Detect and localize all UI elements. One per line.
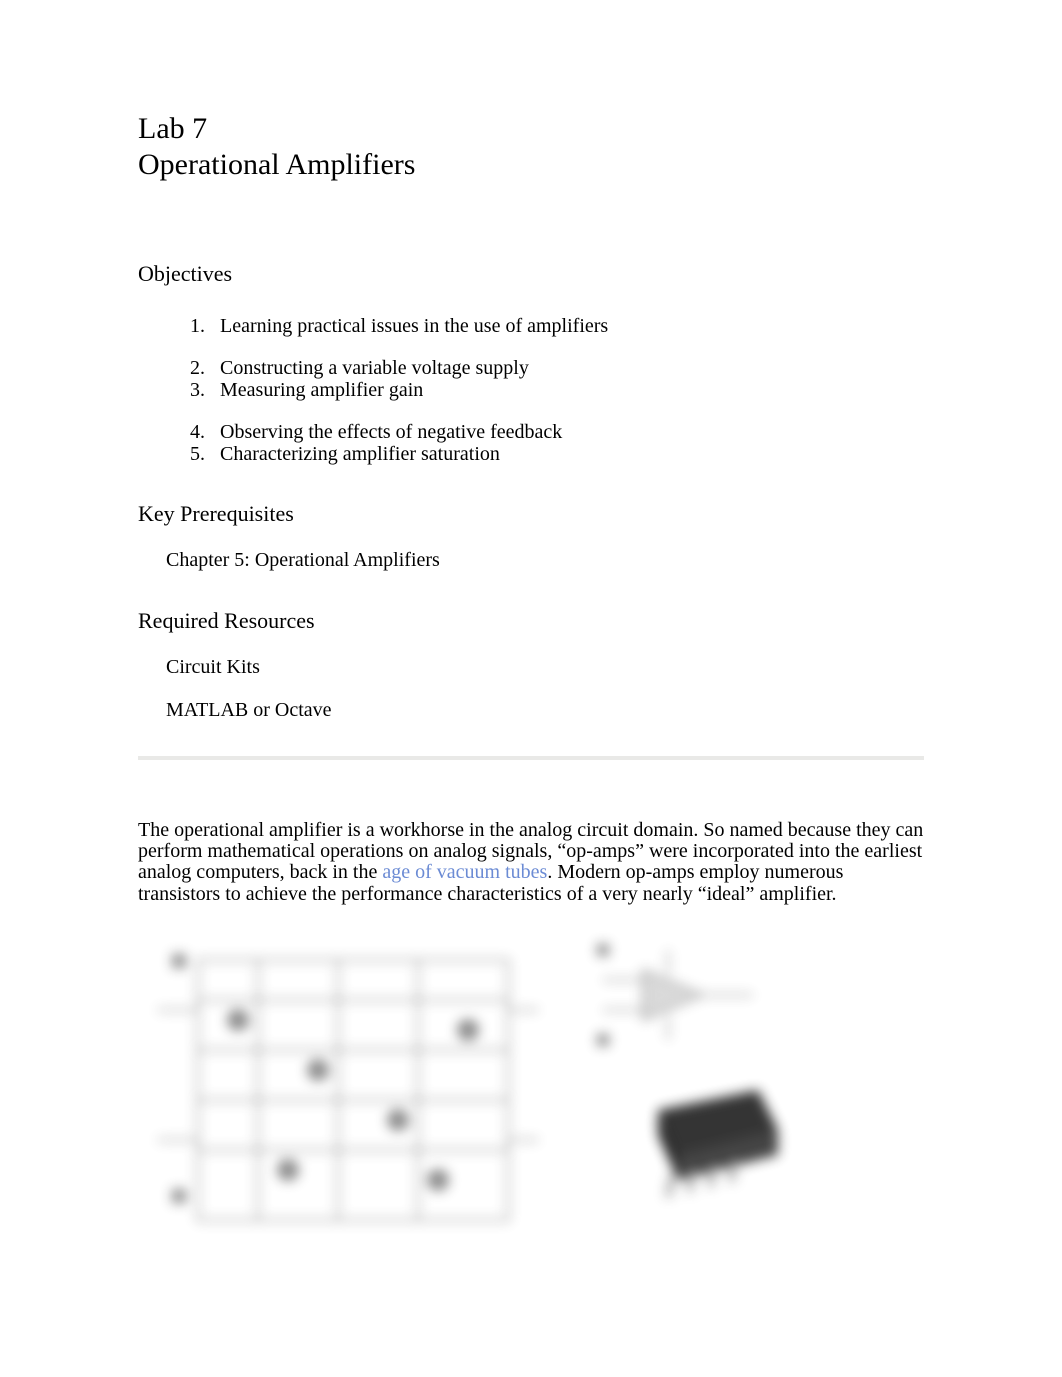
chip-figures-column <box>593 940 823 1210</box>
objectives-heading: Objectives <box>138 261 924 287</box>
opamp-chip-3d-figure <box>628 1080 788 1210</box>
resource-item: Circuit Kits <box>166 656 924 679</box>
figure-row <box>138 940 924 1240</box>
list-item: Learning practical issues in the use of … <box>210 315 924 337</box>
opamp-pinout-figure <box>593 940 763 1050</box>
prerequisites-content: Chapter 5: Operational Amplifiers <box>138 549 924 572</box>
vacuum-tubes-link[interactable]: age of vacuum tubes <box>382 861 547 883</box>
list-item: Constructing a variable voltage supply <box>210 357 924 379</box>
list-item: Characterizing amplifier saturation <box>210 443 924 465</box>
lab-number: Lab 7 <box>138 110 924 148</box>
lab-title: Operational Amplifiers <box>138 148 924 181</box>
prerequisite-item: Chapter 5: Operational Amplifiers <box>166 549 924 572</box>
prerequisites-heading: Key Prerequisites <box>138 501 924 527</box>
list-item: Observing the effects of negative feedba… <box>210 421 924 443</box>
section-divider <box>138 756 924 760</box>
resources-heading: Required Resources <box>138 608 924 634</box>
resource-item: MATLAB or Octave <box>166 699 924 722</box>
document-page: Lab 7 Operational Amplifiers Objectives … <box>0 0 1062 1240</box>
objectives-list: Learning practical issues in the use of … <box>138 315 924 465</box>
opamp-schematic-figure <box>138 940 543 1240</box>
intro-paragraph: The operational amplifier is a workhorse… <box>138 820 924 906</box>
list-item: Measuring amplifier gain <box>210 379 924 401</box>
resources-content: Circuit Kits MATLAB or Octave <box>138 656 924 722</box>
